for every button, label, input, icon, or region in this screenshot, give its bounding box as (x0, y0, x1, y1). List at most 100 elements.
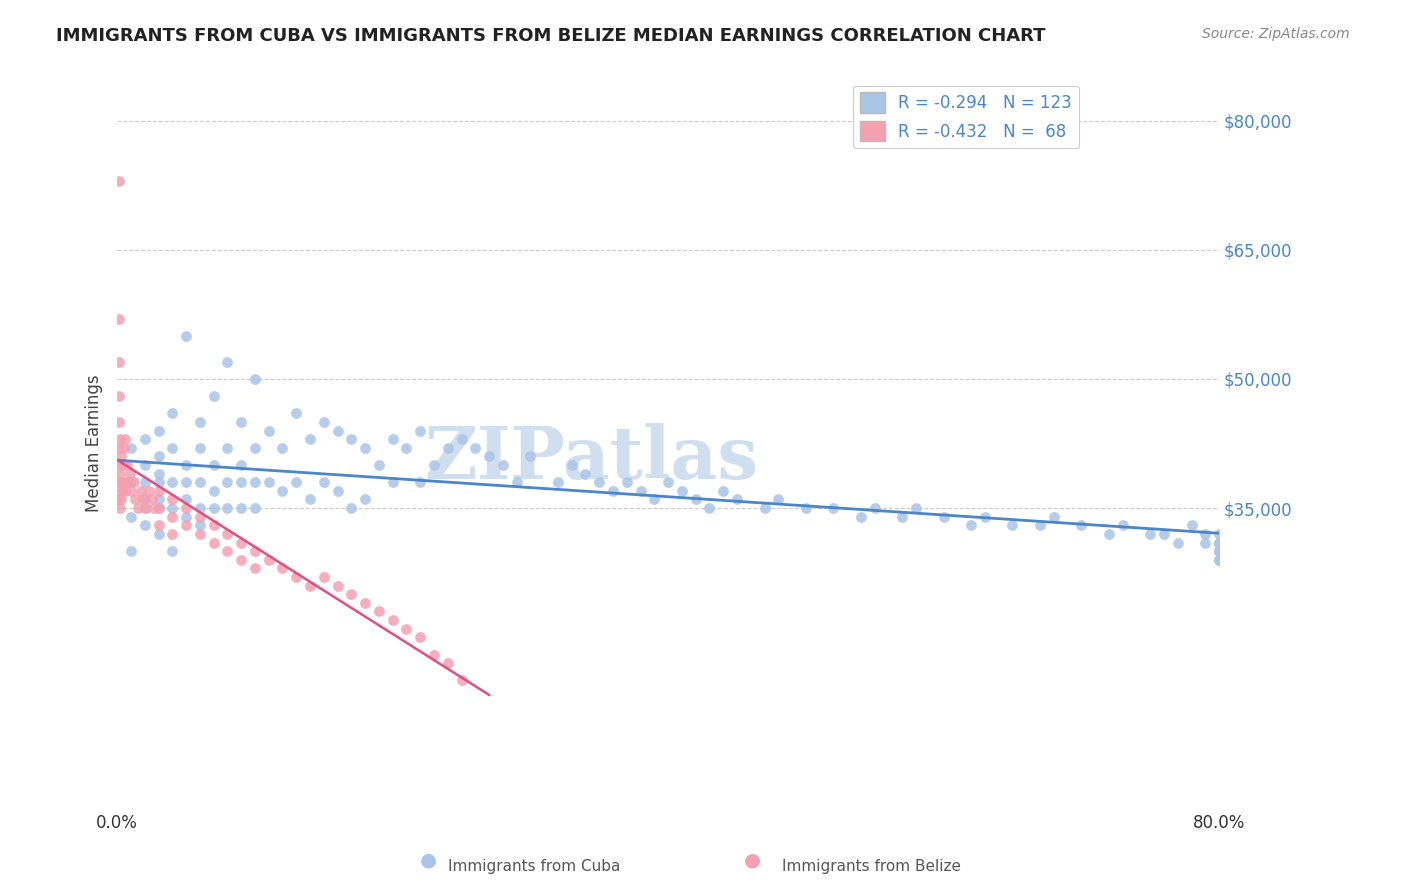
Point (768, 492, 790, 507)
Point (711, 483, 734, 498)
Point (107, 389, 129, 403)
Point (492, 458, 515, 472)
Point (1001, 518, 1024, 533)
Point (162, 527, 184, 541)
Point (148, 424, 170, 438)
Point (114, 432, 136, 446)
Point (271, 561, 294, 575)
Point (340, 432, 363, 446)
Point (354, 596, 377, 610)
Point (174, 458, 197, 472)
Point (602, 483, 624, 498)
Point (188, 475, 211, 490)
Point (108, 432, 131, 446)
Point (111, 458, 134, 472)
Point (381, 613, 404, 627)
Point (107, 458, 129, 472)
Point (243, 501, 266, 516)
Point (148, 492, 170, 507)
Point (110, 475, 132, 490)
Point (120, 475, 142, 490)
Point (1139, 527, 1161, 541)
Point (148, 450, 170, 464)
Point (354, 441, 377, 455)
Point (271, 441, 294, 455)
Point (891, 509, 914, 524)
Point (1208, 535, 1230, 549)
Point (285, 406, 308, 420)
Point (409, 424, 432, 438)
Point (124, 492, 146, 507)
Text: Immigrants from Cuba: Immigrants from Cuba (449, 859, 620, 874)
Point (148, 501, 170, 516)
Point (574, 467, 596, 481)
Point (134, 501, 156, 516)
Point (162, 475, 184, 490)
Point (1029, 518, 1052, 533)
Point (174, 475, 197, 490)
Point (188, 501, 211, 516)
Point (312, 570, 335, 584)
Text: ●: ● (420, 851, 437, 870)
Point (794, 501, 817, 516)
Text: ZIPatlas: ZIPatlas (425, 423, 758, 493)
Point (188, 509, 211, 524)
Point (231, 458, 253, 472)
Point (143, 501, 166, 516)
Point (202, 483, 225, 498)
Point (1208, 535, 1230, 549)
Point (111, 483, 134, 498)
Point (1180, 518, 1202, 533)
Point (217, 527, 239, 541)
Point (135, 501, 157, 516)
Point (257, 475, 280, 490)
Point (114, 483, 136, 498)
Point (1153, 527, 1175, 541)
Point (174, 518, 197, 533)
Point (217, 501, 239, 516)
Point (108, 501, 131, 516)
Point (217, 544, 239, 558)
Point (217, 475, 239, 490)
Point (298, 432, 321, 446)
Point (699, 501, 721, 516)
Point (298, 492, 321, 507)
Point (561, 458, 583, 472)
Point (1194, 535, 1216, 549)
Point (174, 509, 197, 524)
Point (643, 492, 665, 507)
Point (285, 570, 308, 584)
Point (174, 501, 197, 516)
Point (423, 648, 446, 662)
Legend: R = -0.294   N = 123, R = -0.432   N =  68: R = -0.294 N = 123, R = -0.432 N = 68 (853, 86, 1078, 148)
Point (162, 441, 184, 455)
Point (148, 518, 170, 533)
Point (436, 441, 458, 455)
Point (231, 475, 253, 490)
Point (616, 475, 638, 490)
Point (202, 389, 225, 403)
Point (108, 467, 131, 481)
Point (312, 475, 335, 490)
Point (519, 450, 541, 464)
Point (409, 630, 432, 644)
Point (188, 441, 211, 455)
Point (110, 450, 132, 464)
Point (409, 475, 432, 490)
Point (1043, 509, 1066, 524)
Point (134, 492, 156, 507)
Point (108, 483, 131, 498)
Point (312, 415, 335, 429)
Point (243, 441, 266, 455)
Point (326, 424, 349, 438)
Point (231, 553, 253, 567)
Point (588, 475, 610, 490)
Point (1208, 544, 1230, 558)
Point (217, 354, 239, 368)
Point (423, 458, 446, 472)
Point (120, 509, 142, 524)
Text: Source: ZipAtlas.com: Source: ZipAtlas.com (1202, 27, 1350, 41)
Point (243, 475, 266, 490)
Point (138, 483, 160, 498)
Point (231, 535, 253, 549)
